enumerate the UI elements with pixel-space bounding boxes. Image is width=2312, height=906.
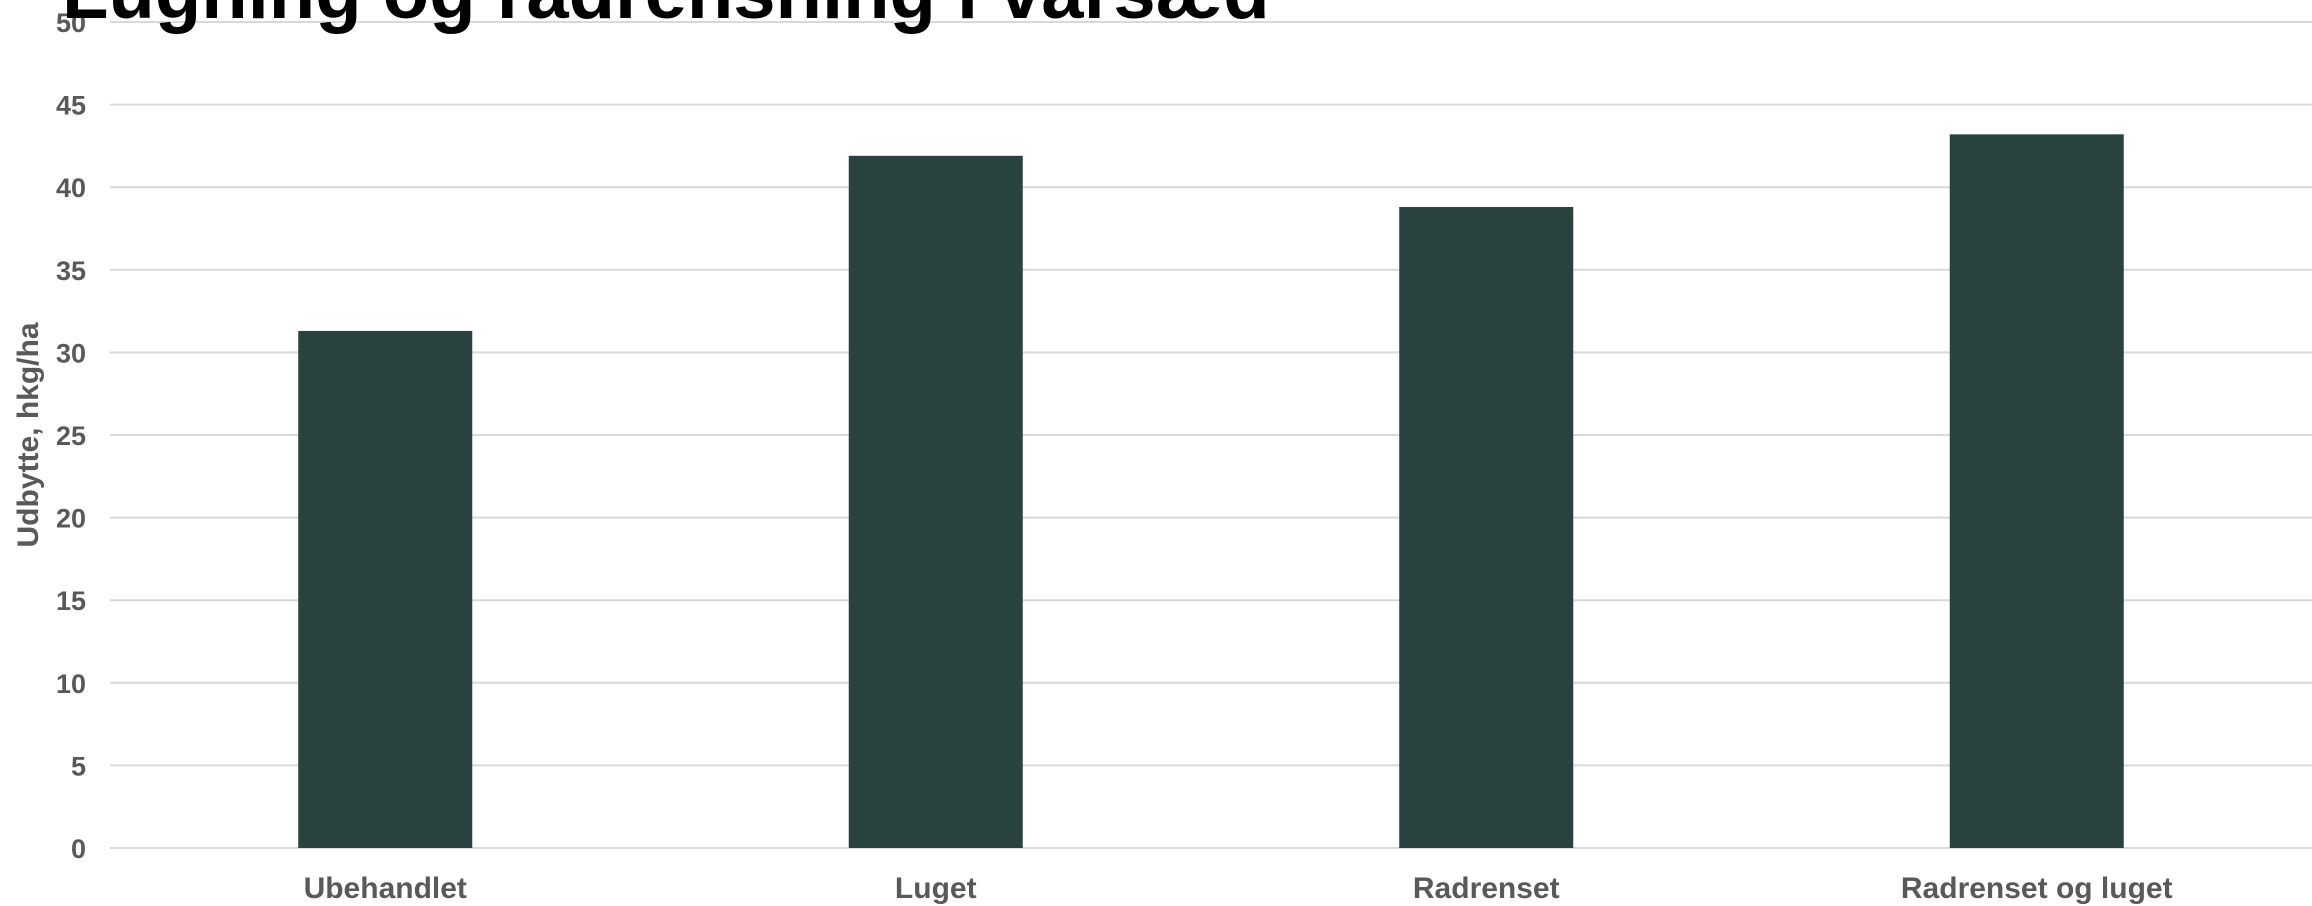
y-tick-label: 45: [56, 91, 86, 121]
y-axis-title: Udbytte, hkg/ha: [12, 322, 45, 547]
x-category-label: Luget: [895, 872, 977, 905]
bar-ubehandlet: [298, 330, 473, 848]
gridlines: [110, 21, 2312, 849]
bars: [298, 134, 2124, 849]
y-tick-label: 0: [71, 834, 86, 864]
y-tick-label: 15: [56, 586, 86, 616]
y-tick-label: 20: [56, 504, 86, 534]
x-category-label: Ubehandlet: [304, 872, 467, 905]
bar-luget: [848, 155, 1023, 848]
y-tick-label: 40: [56, 173, 86, 203]
y-tick-label: 35: [56, 256, 86, 286]
y-tick-label: 5: [71, 751, 86, 781]
bar-radrenset: [1399, 207, 1574, 849]
y-tick-label: 25: [56, 421, 86, 451]
y-tick-label: 30: [56, 338, 86, 368]
bar-radrenset-og-luget: [1949, 134, 2124, 848]
x-category-label: Radrenset og luget: [1901, 872, 2173, 905]
x-axis-categories: Ubehandlet Luget Radrenset Radrenset og lug…: [304, 872, 2173, 905]
x-category-label: Radrenset: [1413, 872, 1560, 905]
y-axis-ticks: 0 5 10 15 20 25 30 35 40 45 50: [56, 8, 86, 864]
chart-title: Lugning og radrensning i vårsæd: [62, 0, 1270, 35]
y-tick-label: 10: [56, 669, 86, 699]
y-tick-label: 50: [56, 8, 86, 38]
